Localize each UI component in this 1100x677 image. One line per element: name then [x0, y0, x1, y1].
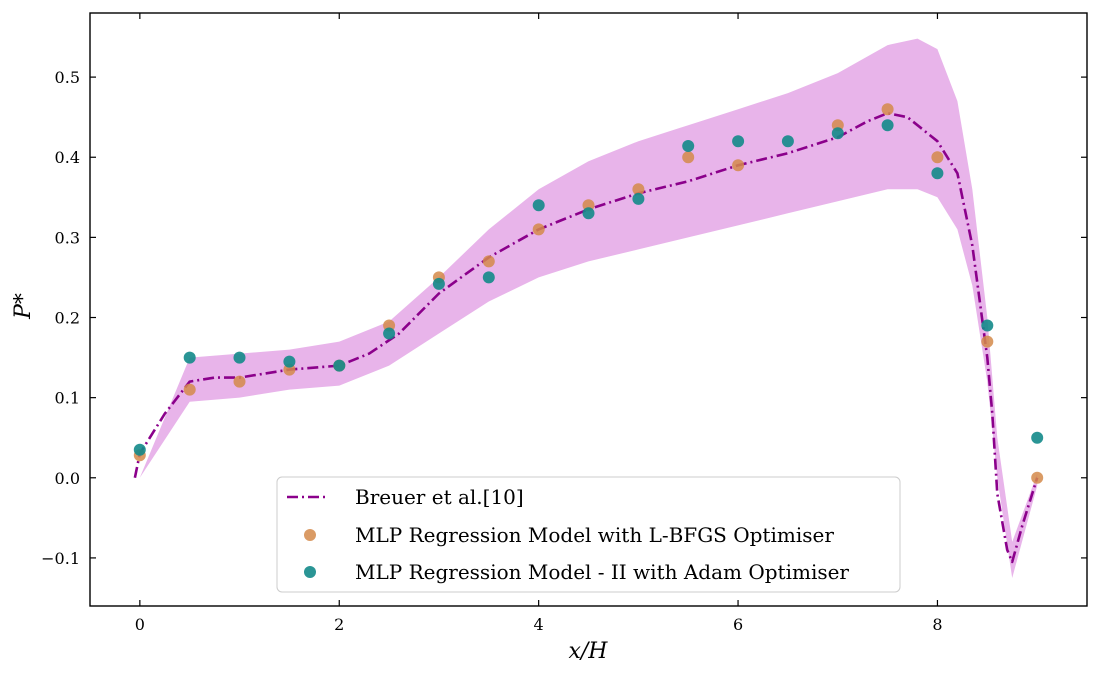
- adam-point: [732, 135, 745, 148]
- adam-point: [482, 271, 495, 284]
- adam-point: [233, 351, 246, 364]
- adam-point: [432, 277, 445, 290]
- scatter-points-layer: [133, 103, 1044, 484]
- adam-point: [931, 167, 944, 180]
- y-tick-label: 0.1: [55, 389, 80, 408]
- lbfgs-point: [183, 383, 196, 396]
- adam-point: [582, 207, 595, 220]
- lbfgs-point: [682, 151, 695, 164]
- lbfgs-point: [532, 223, 545, 236]
- lbfgs-point: [632, 183, 645, 196]
- y-tick-label: 0.4: [55, 148, 80, 167]
- adam-point: [333, 359, 346, 372]
- legend-label-lbfgs: MLP Regression Model with L-BFGS Optimis…: [355, 523, 834, 547]
- x-axis-label: x/H: [568, 639, 608, 664]
- legend-label-breuer: Breuer et al.[10]: [355, 485, 524, 509]
- plot-frame: [89, 12, 1088, 607]
- y-tick-label: −0.1: [41, 549, 80, 568]
- lbfgs-point: [981, 335, 994, 348]
- x-tick-label: 2: [334, 615, 344, 634]
- adam-point: [682, 140, 695, 152]
- lbfgs-point: [881, 103, 894, 116]
- adam-point: [881, 119, 894, 132]
- axis-ticks-layer: 0 2 4 6 8 −0.1 0.0 0.1 0.2 0.3 0.4 0.5: [41, 13, 1087, 634]
- lbfgs-point: [482, 255, 495, 268]
- lbfgs-point: [233, 375, 246, 388]
- reference-line-layer: [133, 111, 1039, 564]
- breuer-reference-line: [133, 111, 1039, 564]
- x-tick-label: 6: [733, 615, 743, 634]
- adam-point: [632, 192, 645, 205]
- legend-marker-lbfgs: [304, 529, 316, 541]
- legend-marker-adam: [304, 566, 316, 578]
- adam-point: [283, 355, 296, 368]
- lbfgs-point: [931, 151, 944, 164]
- adam-point: [133, 443, 146, 456]
- adam-point: [383, 327, 396, 340]
- lbfgs-point: [732, 159, 745, 172]
- lbfgs-point: [1031, 471, 1044, 484]
- adam-point: [831, 127, 844, 140]
- adam-point: [981, 319, 994, 332]
- uncertainty-band: [139, 38, 1038, 579]
- x-tick-label: 0: [135, 615, 145, 634]
- adam-point: [1031, 431, 1044, 444]
- legend: Breuer et al.[10] MLP Regression Model w…: [276, 476, 901, 593]
- x-tick-label: 8: [932, 615, 942, 634]
- adam-point: [183, 351, 196, 364]
- legend-box: [276, 476, 901, 593]
- y-tick-label: 0.3: [55, 228, 80, 247]
- x-tick-label: 4: [534, 615, 544, 634]
- uncertainty-band-layer: [139, 38, 1038, 579]
- y-tick-label: 0.5: [55, 68, 80, 87]
- adam-point: [532, 199, 545, 212]
- y-tick-label: 0.2: [55, 309, 80, 328]
- y-tick-label: 0.0: [55, 469, 80, 488]
- y-axis-label: P*: [11, 293, 36, 320]
- legend-label-adam: MLP Regression Model - II with Adam Opti…: [355, 560, 849, 584]
- adam-point: [781, 135, 794, 148]
